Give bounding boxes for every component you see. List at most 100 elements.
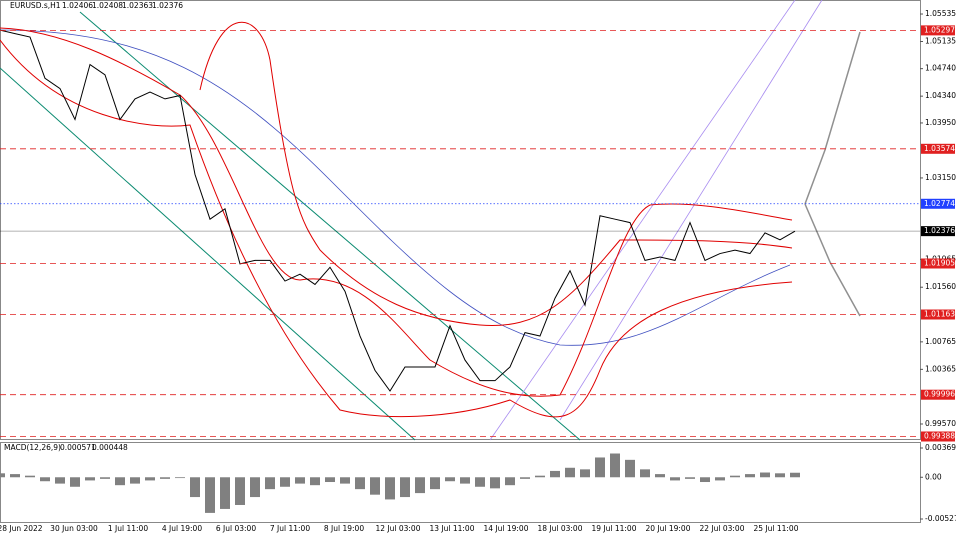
macd-reading: 0.000448 (92, 443, 128, 452)
histogram-bar (460, 477, 470, 484)
overlays (0, 0, 861, 441)
y-tick-label: 0.003696 (925, 443, 956, 452)
histogram-bar (130, 477, 140, 484)
histogram-bar (280, 477, 290, 487)
level-box (921, 25, 955, 36)
histogram-bar (145, 477, 155, 481)
histogram-bar (115, 477, 125, 486)
histogram-bar (550, 470, 560, 478)
moving-average (0, 29, 791, 346)
x-tick-label: 4 Jul 19:00 (162, 524, 202, 533)
level-box (921, 143, 955, 154)
histogram-bar (205, 477, 215, 513)
x-tick-label: 12 Jul 03:00 (376, 524, 421, 533)
level-label: 1.02774 (924, 199, 955, 208)
histogram-bar (85, 477, 95, 481)
histogram-bar (250, 477, 260, 498)
level-box (921, 431, 955, 442)
histogram-bar (565, 467, 575, 478)
y-tick-label: 1.04340 (925, 91, 956, 100)
x-tick-label: 19 Jul 11:00 (592, 524, 637, 533)
x-tick-label: 28 Jun 2022 (0, 524, 43, 533)
histogram-bar (175, 477, 185, 479)
histogram-bar (685, 477, 695, 479)
histogram-bar (235, 477, 245, 505)
channel-line (0, 67, 416, 441)
histogram-bar (340, 477, 350, 484)
histogram-bar (700, 477, 710, 483)
y-tick-label: 1.00765 (925, 337, 956, 346)
level-label: 1.05297 (924, 25, 955, 34)
histogram-bar (295, 477, 305, 484)
histogram-bar (220, 477, 230, 509)
low: 1.02363 (122, 1, 153, 10)
price-line (0, 29, 796, 392)
level-label: 0.99996 (924, 390, 955, 399)
x-tick-label: 20 Jul 19:00 (646, 524, 691, 533)
level-label: 1.01905 (924, 259, 955, 268)
histogram-bar (595, 457, 605, 478)
level-box (921, 309, 955, 320)
histogram-bar (430, 477, 440, 490)
histogram-bar (160, 477, 170, 479)
histogram-bar (475, 477, 485, 487)
y-tick-label: 1.05135 (925, 37, 956, 46)
histogram-bar (790, 472, 800, 478)
y-tick-label: 1.01560 (925, 282, 956, 291)
open: 1.02406 (62, 1, 93, 10)
histogram-bar (655, 474, 665, 478)
forecast-arrow (804, 31, 861, 317)
level-box (921, 226, 955, 237)
x-tick-label: 6 Jul 03:00 (216, 524, 256, 533)
histogram-bar (0, 473, 5, 478)
histogram-bar (715, 477, 725, 481)
macd-pane (0, 442, 921, 523)
bollinger-band (0, 39, 793, 418)
channel-line (489, 0, 796, 441)
channel-line (79, 11, 581, 441)
y-tick-label: 1.04740 (925, 64, 956, 73)
x-tick-label: 30 Jun 03:00 (50, 524, 98, 533)
level-box (921, 258, 955, 269)
histogram-bar (745, 474, 755, 478)
histogram-bar (490, 477, 500, 489)
histogram-bar (325, 477, 335, 483)
y-tick-label: 0.99570 (925, 419, 956, 428)
x-tick-label: 18 Jul 03:00 (538, 524, 583, 533)
channel-line (559, 0, 823, 421)
histogram-bar (445, 477, 455, 482)
level-label: 1.01163 (924, 310, 955, 319)
macd-title: MACD(12,26,9) (4, 443, 61, 452)
histogram-bar (730, 475, 740, 478)
histogram-bar (310, 477, 320, 486)
y-tick-label: -0.00527 (925, 514, 956, 523)
bollinger-band (199, 21, 793, 327)
histogram-bar (535, 475, 545, 478)
main-pane (0, 0, 921, 440)
histogram-bar (100, 477, 110, 479)
bollinger-band (0, 27, 793, 397)
level-box (921, 198, 955, 209)
histogram-bar (610, 453, 620, 478)
x-tick-label: 22 Jul 03:00 (700, 524, 745, 533)
x-tick-label: 13 Jul 11:00 (430, 524, 475, 533)
x-tick-label: 14 Jul 19:00 (484, 524, 529, 533)
y-tick-label: 1.00365 (925, 364, 956, 373)
high: 1.02408 (92, 1, 123, 10)
histogram-bar (385, 477, 395, 500)
symbol: EURUSD.s,H1 (10, 1, 61, 10)
y-tick-label: 1.03950 (925, 118, 956, 127)
histogram-bar (760, 472, 770, 478)
macd-reading: 0.000571 (60, 443, 96, 452)
histogram-bar (70, 477, 80, 487)
histogram-bar (265, 477, 275, 490)
histogram-bar (640, 469, 650, 478)
level-label: 0.99388 (924, 431, 955, 440)
histogram-bar (670, 477, 680, 481)
histogram-bar (25, 475, 35, 478)
y-tick-label: 1.05535 (925, 9, 956, 18)
histogram-bar (520, 477, 530, 479)
histogram-bar (370, 477, 380, 495)
level-box (921, 389, 955, 400)
